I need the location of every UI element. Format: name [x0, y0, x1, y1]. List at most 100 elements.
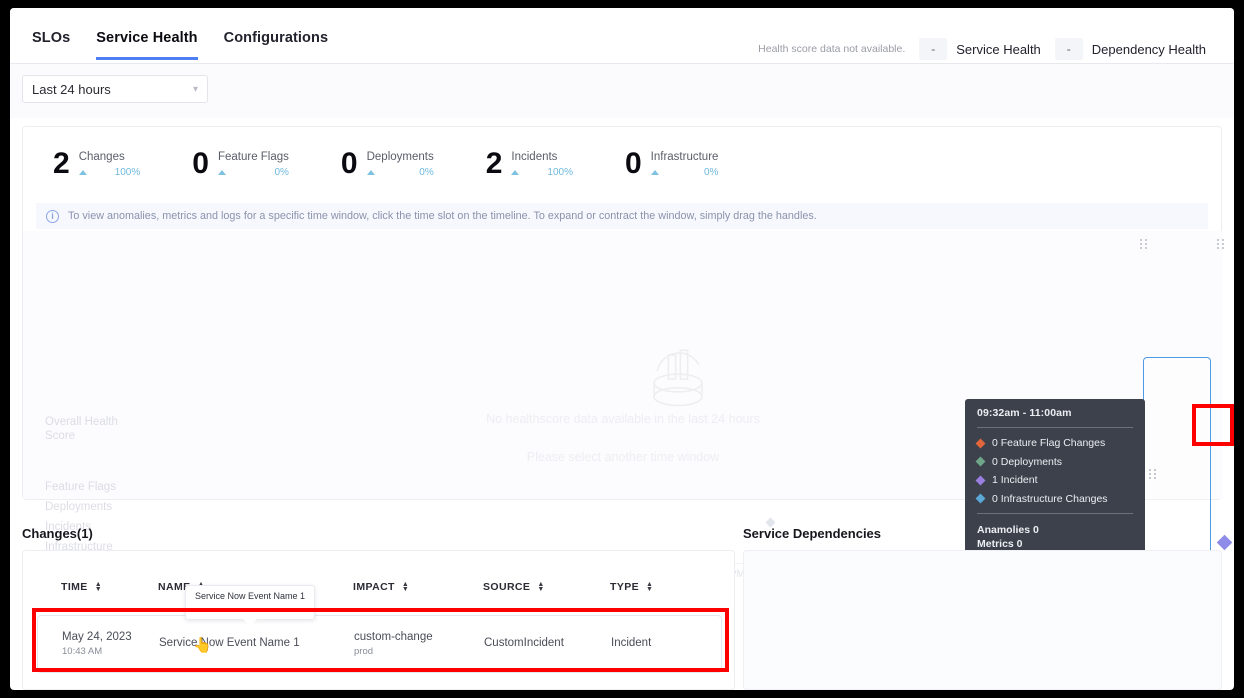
sort-icon: ▲▼: [537, 581, 545, 593]
counter-label: Infrastructure: [650, 151, 719, 163]
sort-icon: ▲▼: [94, 581, 103, 593]
cell-time-hour: 10:43 AM: [62, 646, 103, 657]
cell-type: Incident: [611, 637, 652, 649]
tooltip-divider-bottom: [977, 512, 1133, 514]
infrastructure-diamond-icon: [975, 493, 986, 504]
column-label: TIME: [61, 581, 88, 593]
counter-pct: 100%: [114, 167, 141, 178]
column-label: SOURCE: [483, 581, 531, 593]
changes-section-title: Changes(1): [22, 526, 93, 541]
counter-pct: 0%: [274, 167, 289, 178]
changes-table-card: TIME ▲▼ NAME ▲▼ IMPACT ▲▼ SOURCE ▲▼ TYPE…: [22, 550, 735, 690]
column-header-source[interactable]: SOURCE ▲ ▼: [483, 581, 545, 593]
feature-flag-diamond-icon: [975, 438, 986, 448]
counter-infrastructure: 0 Infrastructure 0%: [625, 149, 718, 179]
trend-up-icon: [366, 170, 375, 175]
timeline-hover-tooltip: 09:32am - 11:00am 0 Feature Flag Changes…: [965, 399, 1145, 572]
dependency-health-value: -: [1054, 38, 1083, 60]
counter-value: 0: [340, 147, 358, 180]
column-label: IMPACT: [353, 581, 395, 593]
row-label-overall-health: Overall Health Score: [45, 415, 118, 443]
counter-label: Deployments: [366, 151, 434, 163]
tooltip-drag-gripper[interactable]: [1149, 467, 1156, 481]
selection-handle-right[interactable]: [1217, 237, 1224, 251]
counter-label: Feature Flags: [217, 151, 289, 163]
row-name-tooltip: Service Now Event Name 1: [185, 585, 315, 626]
tooltip-row-label: 1 Incident: [992, 474, 1038, 486]
cell-impact-value: custom-change: [354, 631, 433, 643]
service-health-label: Service Health: [956, 41, 1041, 57]
row-label-line1: Overall Health: [45, 416, 118, 428]
cell-time: May 24, 2023 10:43 AM: [62, 631, 132, 657]
counter-deployments: 0 Deployments 0%: [341, 149, 434, 179]
service-health-card: 2 Changes 100% 0 Feature Flags 0%: [22, 126, 1233, 593]
empty-state-message: No healthscore data available in the las…: [23, 406, 1223, 470]
changes-table-header: TIME ▲▼ NAME ▲▼ IMPACT ▲▼ SOURCE ▲▼ TYPE…: [23, 581, 736, 609]
column-header-impact[interactable]: IMPACT ▲ ▼: [353, 581, 409, 593]
empty-message-line1: No healthscore data available in the las…: [486, 412, 760, 426]
counter-feature-flags: 0 Feature Flags 0%: [192, 149, 289, 179]
counter-pct: 100%: [547, 167, 573, 178]
tooltip-row-label: 0 Infrastructure Changes: [992, 492, 1108, 505]
empty-state-illustration: [653, 349, 703, 407]
row-label-deployments: Deployments: [45, 501, 113, 513]
top-bar: SLOs Service Health Configurations Healt…: [10, 8, 1234, 64]
incident-marker-icon[interactable]: [1216, 534, 1233, 551]
mouse-cursor-icon: 👆: [193, 637, 212, 654]
deployment-diamond-icon: [975, 456, 986, 467]
time-range-select[interactable]: Last 24 hours ▾: [22, 75, 208, 103]
sort-icon: ▲▼: [646, 581, 654, 593]
health-summary: Health score data not available. - Servi…: [758, 38, 1220, 60]
tooltip-metrics: Metrics 0: [977, 538, 1023, 550]
counter-pct: 0%: [419, 167, 434, 178]
dependencies-section-title: Service Dependencies: [743, 526, 882, 541]
tooltip-anomalies: Anamolies 0: [977, 523, 1039, 536]
main-tabs: SLOs Service Health Configurations: [32, 30, 328, 60]
row-label-line2: Score: [45, 430, 76, 442]
tooltip-divider-top: [977, 427, 1133, 428]
dependency-health-label: Dependency Health: [1091, 41, 1206, 57]
chevron-down-icon: ▾: [192, 83, 198, 95]
cell-source: CustomIncident: [484, 637, 564, 649]
info-icon: i: [46, 209, 59, 223]
sort-icon: ▲▼: [401, 581, 410, 593]
cell-impact-env: prod: [354, 646, 374, 657]
counter-value: 0: [624, 147, 642, 180]
service-dependencies-card: [743, 550, 1222, 690]
tooltip-row-feature-flags: 0 Feature Flag Changes: [975, 437, 1133, 449]
tab-slos[interactable]: SLOs: [32, 30, 71, 46]
counter-label: Incidents: [511, 151, 558, 163]
filter-bar: Last 24 hours ▾: [10, 64, 1234, 118]
trend-up-icon: [217, 170, 226, 175]
tooltip-row-label: 0 Deployments: [992, 455, 1063, 468]
info-banner-text: To view anomalies, metrics and logs for …: [68, 210, 817, 222]
trend-up-icon: [650, 170, 659, 175]
selection-handle-left[interactable]: [1140, 237, 1147, 251]
tab-service-health[interactable]: Service Health: [96, 30, 198, 60]
tooltip-row-infrastructure: 0 Infrastructure Changes: [975, 492, 1133, 505]
info-banner: i To view anomalies, metrics and logs fo…: [36, 203, 1208, 229]
incident-diamond-icon: [975, 475, 986, 485]
column-label: TYPE: [610, 581, 640, 593]
counter-incidents: 2 Incidents 100%: [486, 149, 573, 179]
counter-value: 2: [485, 147, 503, 180]
trend-up-icon: [78, 170, 87, 175]
counter-value: 0: [192, 147, 209, 180]
table-row[interactable]: May 24, 2023 10:43 AM Service Now Event …: [37, 615, 722, 673]
cell-name: Service Now Event Name 1: [159, 637, 300, 649]
column-header-time[interactable]: TIME ▲ ▼: [61, 581, 102, 593]
column-label: NAME: [158, 581, 191, 593]
row-label-incidents: Incidents: [45, 521, 92, 533]
counter-changes: 2 Changes 100%: [53, 149, 140, 179]
counter-label: Changes: [78, 151, 125, 163]
app-page: SLOs Service Health Configurations Healt…: [10, 8, 1234, 690]
tooltip-row-incident: 1 Incident: [975, 474, 1133, 486]
column-header-type[interactable]: TYPE ▲ ▼: [610, 581, 653, 593]
tooltip-time-range: 09:32am - 11:00am: [977, 407, 1072, 419]
counter-value: 2: [53, 147, 70, 180]
row-label-feature-flags: Feature Flags: [45, 481, 116, 493]
tab-configurations[interactable]: Configurations: [223, 30, 329, 46]
summary-counters: 2 Changes 100% 0 Feature Flags 0%: [53, 149, 770, 179]
tooltip-row-label: 0 Feature Flag Changes: [992, 437, 1106, 449]
cell-impact: custom-change prod: [354, 631, 433, 657]
